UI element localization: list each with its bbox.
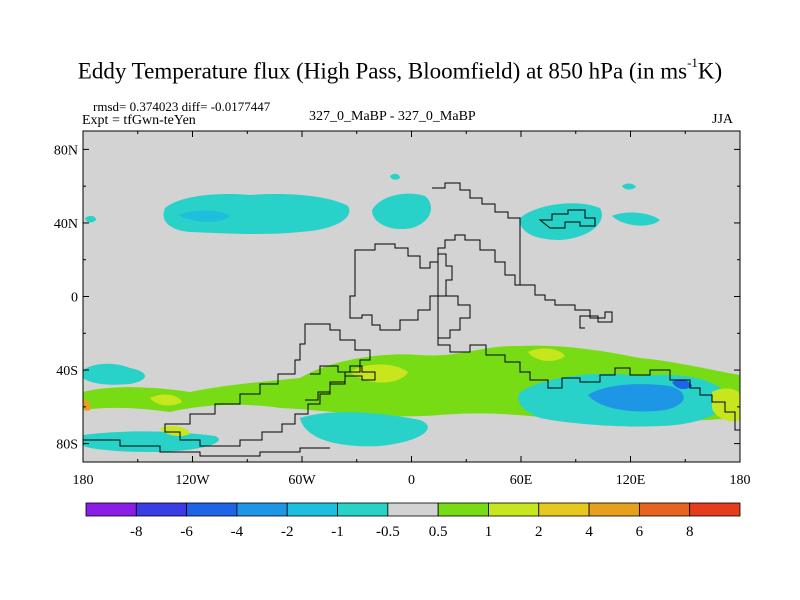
colorbar-label: -2 bbox=[281, 524, 294, 540]
contour-south-yellow-2 bbox=[528, 348, 565, 361]
colorbar-label: 1 bbox=[485, 524, 493, 540]
colorbar-swatch bbox=[387, 502, 439, 517]
colorbar-swatch bbox=[588, 502, 640, 517]
colorbar-label: 2 bbox=[535, 524, 543, 540]
stats-label: rmsd= 0.374023 diff= -0.0177447 bbox=[93, 99, 271, 114]
lon-tick-label: 60W bbox=[288, 473, 316, 488]
colorbar: -8 -6 -4 -2 -1 -0.5 0.5 1 2 4 6 8 bbox=[85, 502, 741, 540]
colorbar-swatch bbox=[437, 502, 489, 517]
lon-tick-label: 180 bbox=[73, 473, 94, 488]
lat-tick-label: 40S bbox=[56, 364, 78, 379]
contour-east-pacific-north bbox=[612, 212, 660, 226]
colorbar-swatch bbox=[538, 502, 590, 517]
continent-interior-outline bbox=[438, 295, 471, 339]
contour-south-atlantic-cyan bbox=[300, 412, 428, 447]
colorbar-swatch bbox=[186, 502, 238, 517]
contour-north-small bbox=[85, 215, 96, 223]
contour-south-yellow-east bbox=[712, 388, 740, 422]
continent-south-pole-outline bbox=[83, 439, 330, 457]
comparison-label: 327_0_MaBP - 327_0_MaBP bbox=[309, 109, 476, 124]
contour-south-orange-west bbox=[83, 399, 91, 411]
contour-north-pacific-inner bbox=[178, 210, 230, 222]
contour-southern-indian-blue bbox=[588, 384, 684, 412]
colorbar-label: -6 bbox=[180, 524, 193, 540]
colorbar-label: -8 bbox=[130, 524, 143, 540]
colorbar-swatch bbox=[135, 502, 188, 517]
contour-west-pacific bbox=[519, 203, 602, 240]
contour-north-small-3 bbox=[390, 173, 400, 180]
lon-tick-label: 120W bbox=[175, 473, 210, 488]
colorbar-label: 6 bbox=[636, 524, 644, 540]
contour-north-pacific bbox=[163, 194, 350, 235]
continent-arabia-outline bbox=[520, 284, 613, 329]
contour-north-small-2 bbox=[622, 183, 636, 190]
lat-tick-label: 40N bbox=[54, 217, 78, 232]
colorbar-swatch bbox=[286, 502, 338, 517]
colorbar-swatch bbox=[689, 502, 741, 517]
title-suffix: K) bbox=[697, 58, 723, 84]
colorbar-label: -0.5 bbox=[376, 524, 400, 540]
contour-south-yellow-3 bbox=[150, 394, 182, 406]
colorbar-label: -4 bbox=[231, 524, 244, 540]
continent-northeast-outline bbox=[538, 209, 596, 229]
continent-americas-outline bbox=[349, 243, 453, 331]
contour-southern-indian-dark bbox=[672, 379, 692, 390]
lat-tick-label: 0 bbox=[71, 291, 78, 306]
contour-south-yellow-4 bbox=[160, 426, 190, 436]
experiment-label: Expt = tfGwn-teYen bbox=[82, 113, 196, 128]
contour-south-cyan-band bbox=[83, 431, 219, 452]
contour-south-yellow-1 bbox=[350, 364, 408, 383]
contour-southern-pacific-cyan bbox=[83, 363, 145, 385]
lon-tick-label: 0 bbox=[408, 473, 415, 488]
colorbar-swatch bbox=[337, 502, 389, 517]
colorbar-label: 0.5 bbox=[429, 524, 448, 540]
coastlines bbox=[83, 182, 740, 457]
colorbar-swatch bbox=[488, 502, 540, 517]
lon-tick-label: 120E bbox=[616, 473, 646, 488]
contour-north-atlantic bbox=[372, 193, 432, 230]
lat-tick-label: 80N bbox=[54, 143, 78, 158]
plot-title: Eddy Temperature flux (High Pass, Bloomf… bbox=[0, 55, 800, 85]
continent-eurasia-outline bbox=[432, 182, 740, 431]
colorbar-label: 8 bbox=[686, 524, 694, 540]
colorbar-label: -1 bbox=[331, 524, 344, 540]
contour-fills bbox=[83, 173, 740, 462]
continent-southwest-outline bbox=[164, 323, 371, 447]
lon-tick-label: 60E bbox=[510, 473, 533, 488]
axis-ticks: 80N 40N 0 40S 80S 180 120W 60W 0 60E 120E 180 bbox=[54, 131, 751, 488]
title-superscript: -1 bbox=[687, 55, 698, 70]
lat-tick-label: 80S bbox=[56, 438, 78, 453]
season-label: JJA bbox=[712, 112, 734, 127]
colorbar-label: 4 bbox=[585, 524, 593, 540]
colorbar-swatch bbox=[85, 502, 137, 517]
lon-tick-label: 180 bbox=[730, 473, 751, 488]
continent-south-atlantic-outline bbox=[305, 365, 376, 401]
colorbar-swatch bbox=[236, 502, 288, 517]
title-main: Eddy Temperature flux (High Pass, Bloomf… bbox=[77, 58, 688, 84]
colorbar-swatch bbox=[638, 502, 691, 517]
